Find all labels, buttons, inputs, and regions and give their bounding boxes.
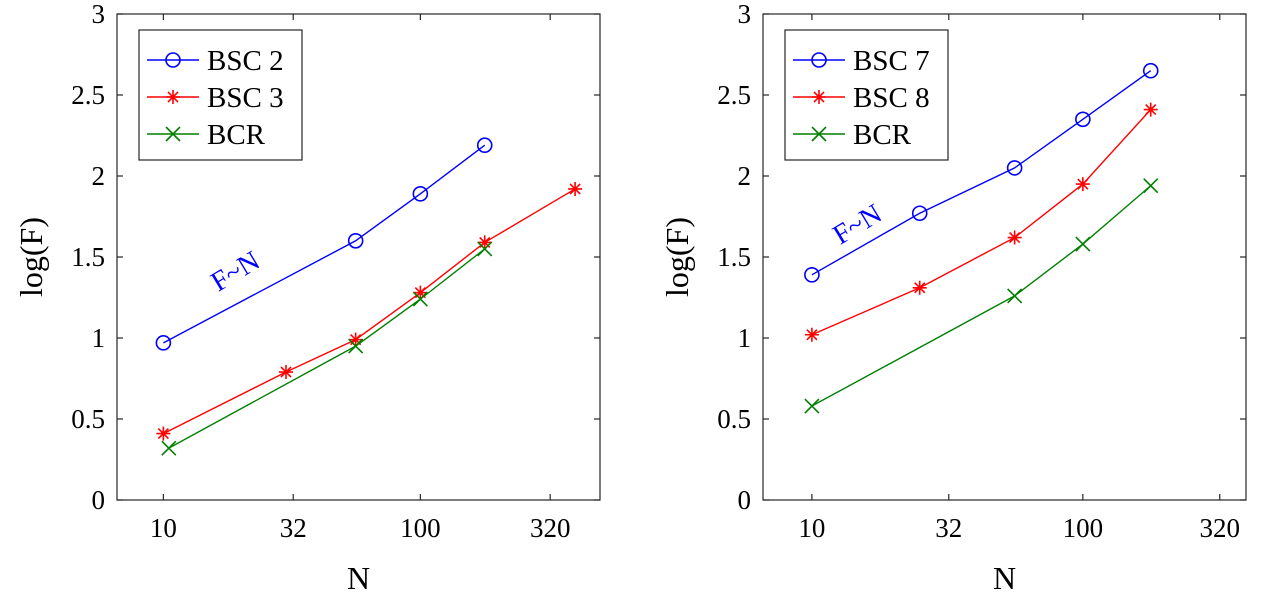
data-point xyxy=(348,338,364,354)
series-line xyxy=(163,144,486,344)
legend: BSC 7 BSC 8 BCR xyxy=(784,29,949,161)
x-tick-label: 320 xyxy=(1199,513,1240,543)
x-tick-label: 320 xyxy=(530,513,571,543)
series-line xyxy=(811,185,1152,407)
data-point xyxy=(348,332,363,347)
y-tick-label: 2.5 xyxy=(71,80,105,110)
legend-marker xyxy=(165,52,181,68)
x-axis-label: N xyxy=(347,560,370,596)
series-1 xyxy=(155,137,493,351)
x-tick-label: 10 xyxy=(150,513,177,543)
legend-marker xyxy=(165,126,181,142)
x-tick-label: 10 xyxy=(798,513,825,543)
data-point xyxy=(804,267,820,283)
data-point xyxy=(1143,102,1158,117)
data-point xyxy=(476,137,493,154)
y-tick-label: 3 xyxy=(738,0,752,29)
series-line xyxy=(163,188,576,435)
y-axis-label: log(F) xyxy=(13,217,49,297)
data-point xyxy=(1007,230,1022,245)
y-tick-label: 0.5 xyxy=(717,404,751,434)
data-point xyxy=(156,426,171,441)
x-axis-label: N xyxy=(993,560,1016,596)
legend-box xyxy=(784,29,949,161)
series-2 xyxy=(804,102,1158,342)
y-tick-label: 0 xyxy=(738,485,752,515)
data-point xyxy=(912,280,927,295)
data-point xyxy=(412,186,429,202)
y-tick-label: 3 xyxy=(92,0,106,29)
y-tick-label: 0.5 xyxy=(71,404,105,434)
data-point xyxy=(161,440,177,456)
data-point xyxy=(1075,111,1091,128)
y-tick-label: 1 xyxy=(738,323,752,353)
data-point xyxy=(1075,236,1091,252)
y-tick-label: 1.5 xyxy=(717,242,751,272)
data-point xyxy=(804,398,820,414)
series-3 xyxy=(804,178,1159,414)
annotation-label: F~N xyxy=(828,198,888,251)
annotation-label: F~N xyxy=(206,245,266,298)
series-line xyxy=(168,248,486,449)
data-point xyxy=(1007,288,1023,304)
legend-marker xyxy=(811,52,827,68)
data-point xyxy=(568,181,583,196)
data-point xyxy=(347,233,364,249)
data-point xyxy=(155,335,172,351)
y-tick-label: 2 xyxy=(92,161,106,191)
legend-marker xyxy=(812,90,826,104)
y-tick-label: 1.5 xyxy=(71,242,105,272)
series-line xyxy=(811,70,1152,276)
data-point xyxy=(278,365,293,380)
y-tick-label: 2.5 xyxy=(717,80,751,110)
legend-box xyxy=(138,29,303,161)
data-point xyxy=(477,235,492,250)
x-tick-label: 100 xyxy=(1063,513,1104,543)
data-point xyxy=(477,241,493,257)
series-3 xyxy=(161,241,493,456)
legend-label: BCR xyxy=(853,119,912,151)
data-point xyxy=(413,285,428,300)
x-tick-label: 32 xyxy=(935,513,962,543)
data-point xyxy=(1006,160,1023,176)
data-point xyxy=(1143,178,1159,194)
data-point xyxy=(1075,177,1090,192)
legend-label: BSC 2 xyxy=(207,45,284,77)
y-tick-label: 0 xyxy=(92,485,106,515)
data-point xyxy=(412,291,428,307)
y-tick-label: 2 xyxy=(738,161,752,191)
series-1 xyxy=(804,62,1159,283)
series-2 xyxy=(156,181,583,441)
data-point xyxy=(1142,62,1159,79)
data-point xyxy=(911,205,928,222)
data-point xyxy=(804,327,819,342)
x-tick-label: 32 xyxy=(280,513,307,543)
legend-label: BSC 8 xyxy=(853,82,930,114)
legend: BSC 2 BSC 3 BCR xyxy=(138,29,303,161)
y-tick-label: 1 xyxy=(92,323,106,353)
legend-label: BSC 7 xyxy=(853,45,930,77)
x-tick-label: 100 xyxy=(400,513,441,543)
legend-label: BCR xyxy=(207,119,266,151)
legend-marker xyxy=(166,90,180,104)
legend-marker xyxy=(811,126,827,142)
legend-label: BSC 3 xyxy=(207,82,284,114)
y-axis-label: log(F) xyxy=(659,217,695,297)
